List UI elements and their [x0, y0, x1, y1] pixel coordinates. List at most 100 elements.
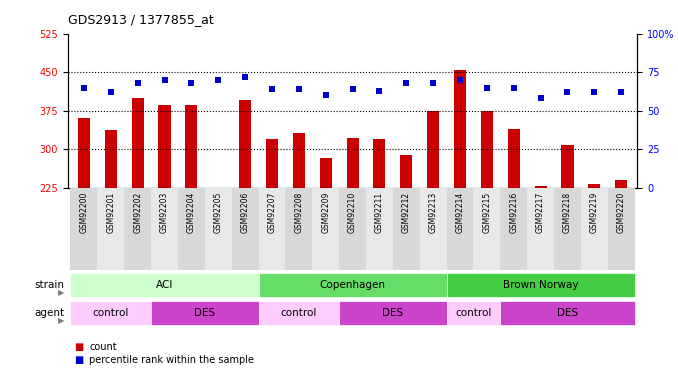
Text: control: control: [93, 308, 129, 318]
Bar: [71, 302, 151, 325]
Bar: [98, 188, 124, 270]
Text: GSM92220: GSM92220: [617, 192, 626, 233]
Bar: [313, 188, 339, 270]
Bar: [581, 188, 607, 270]
Point: [347, 86, 358, 92]
Text: GSM92209: GSM92209: [321, 192, 330, 233]
Text: DES: DES: [382, 308, 403, 318]
Text: GSM92218: GSM92218: [563, 192, 572, 233]
Bar: [420, 188, 447, 270]
Text: GSM92205: GSM92205: [214, 192, 223, 233]
Bar: [447, 273, 635, 297]
Point: [401, 80, 412, 86]
Bar: [258, 273, 447, 297]
Point: [159, 77, 170, 83]
Point: [240, 74, 251, 80]
Text: GSM92216: GSM92216: [509, 192, 518, 233]
Bar: [178, 188, 205, 270]
Bar: [151, 302, 258, 325]
Text: GSM92217: GSM92217: [536, 192, 545, 233]
Text: DES: DES: [557, 308, 578, 318]
Bar: [400, 155, 412, 188]
Point: [213, 77, 224, 83]
Bar: [339, 188, 366, 270]
Text: GSM92207: GSM92207: [267, 192, 277, 233]
Bar: [554, 188, 581, 270]
Text: count: count: [89, 342, 117, 352]
Text: Copenhagen: Copenhagen: [319, 280, 386, 290]
Bar: [132, 98, 144, 188]
Bar: [71, 188, 98, 270]
Text: GSM92213: GSM92213: [428, 192, 438, 233]
Bar: [124, 188, 151, 270]
Bar: [607, 188, 635, 270]
Bar: [71, 273, 258, 297]
Bar: [78, 118, 90, 188]
Text: ▶: ▶: [58, 288, 64, 297]
Bar: [427, 111, 439, 188]
Text: GSM92219: GSM92219: [590, 192, 599, 233]
Text: GSM92201: GSM92201: [106, 192, 115, 233]
Bar: [339, 302, 447, 325]
Text: GSM92206: GSM92206: [241, 192, 250, 233]
Text: GSM92211: GSM92211: [375, 192, 384, 233]
Text: GSM92202: GSM92202: [133, 192, 142, 233]
Bar: [159, 105, 171, 188]
Point: [374, 88, 385, 94]
Text: GSM92204: GSM92204: [187, 192, 196, 233]
Bar: [266, 139, 278, 188]
Point: [562, 89, 573, 95]
Text: percentile rank within the sample: percentile rank within the sample: [89, 355, 254, 365]
Bar: [393, 188, 420, 270]
Bar: [534, 186, 546, 188]
Bar: [346, 138, 359, 188]
Point: [105, 89, 116, 95]
Point: [589, 89, 600, 95]
Bar: [589, 184, 601, 188]
Point: [481, 85, 492, 91]
Bar: [374, 139, 386, 188]
Bar: [508, 129, 520, 188]
Bar: [258, 188, 285, 270]
Bar: [473, 188, 500, 270]
Text: strain: strain: [35, 280, 64, 290]
Bar: [104, 130, 117, 188]
Bar: [447, 302, 500, 325]
Bar: [232, 188, 258, 270]
Bar: [527, 188, 554, 270]
Text: GSM92210: GSM92210: [348, 192, 357, 233]
Bar: [481, 111, 493, 188]
Text: Brown Norway: Brown Norway: [503, 280, 578, 290]
Text: GDS2913 / 1377855_at: GDS2913 / 1377855_at: [68, 13, 214, 26]
Bar: [454, 70, 466, 188]
Text: GSM92212: GSM92212: [402, 192, 411, 233]
Bar: [447, 188, 473, 270]
Bar: [293, 133, 305, 188]
Bar: [151, 188, 178, 270]
Bar: [285, 188, 313, 270]
Text: GSM92208: GSM92208: [294, 192, 303, 233]
Point: [320, 92, 331, 98]
Bar: [205, 188, 232, 270]
Point: [616, 89, 626, 95]
Bar: [258, 302, 339, 325]
Point: [454, 77, 465, 83]
Point: [508, 85, 519, 91]
Bar: [319, 158, 332, 188]
Bar: [615, 180, 627, 188]
Bar: [185, 105, 197, 188]
Text: control: control: [281, 308, 317, 318]
Text: ■: ■: [75, 355, 84, 365]
Text: ▶: ▶: [58, 316, 64, 325]
Text: GSM92203: GSM92203: [160, 192, 169, 233]
Point: [79, 85, 89, 91]
Bar: [500, 188, 527, 270]
Bar: [239, 100, 251, 188]
Text: GSM92215: GSM92215: [482, 192, 492, 233]
Bar: [500, 302, 635, 325]
Point: [266, 86, 277, 92]
Text: ACI: ACI: [156, 280, 173, 290]
Bar: [561, 145, 574, 188]
Point: [535, 95, 546, 101]
Text: control: control: [455, 308, 492, 318]
